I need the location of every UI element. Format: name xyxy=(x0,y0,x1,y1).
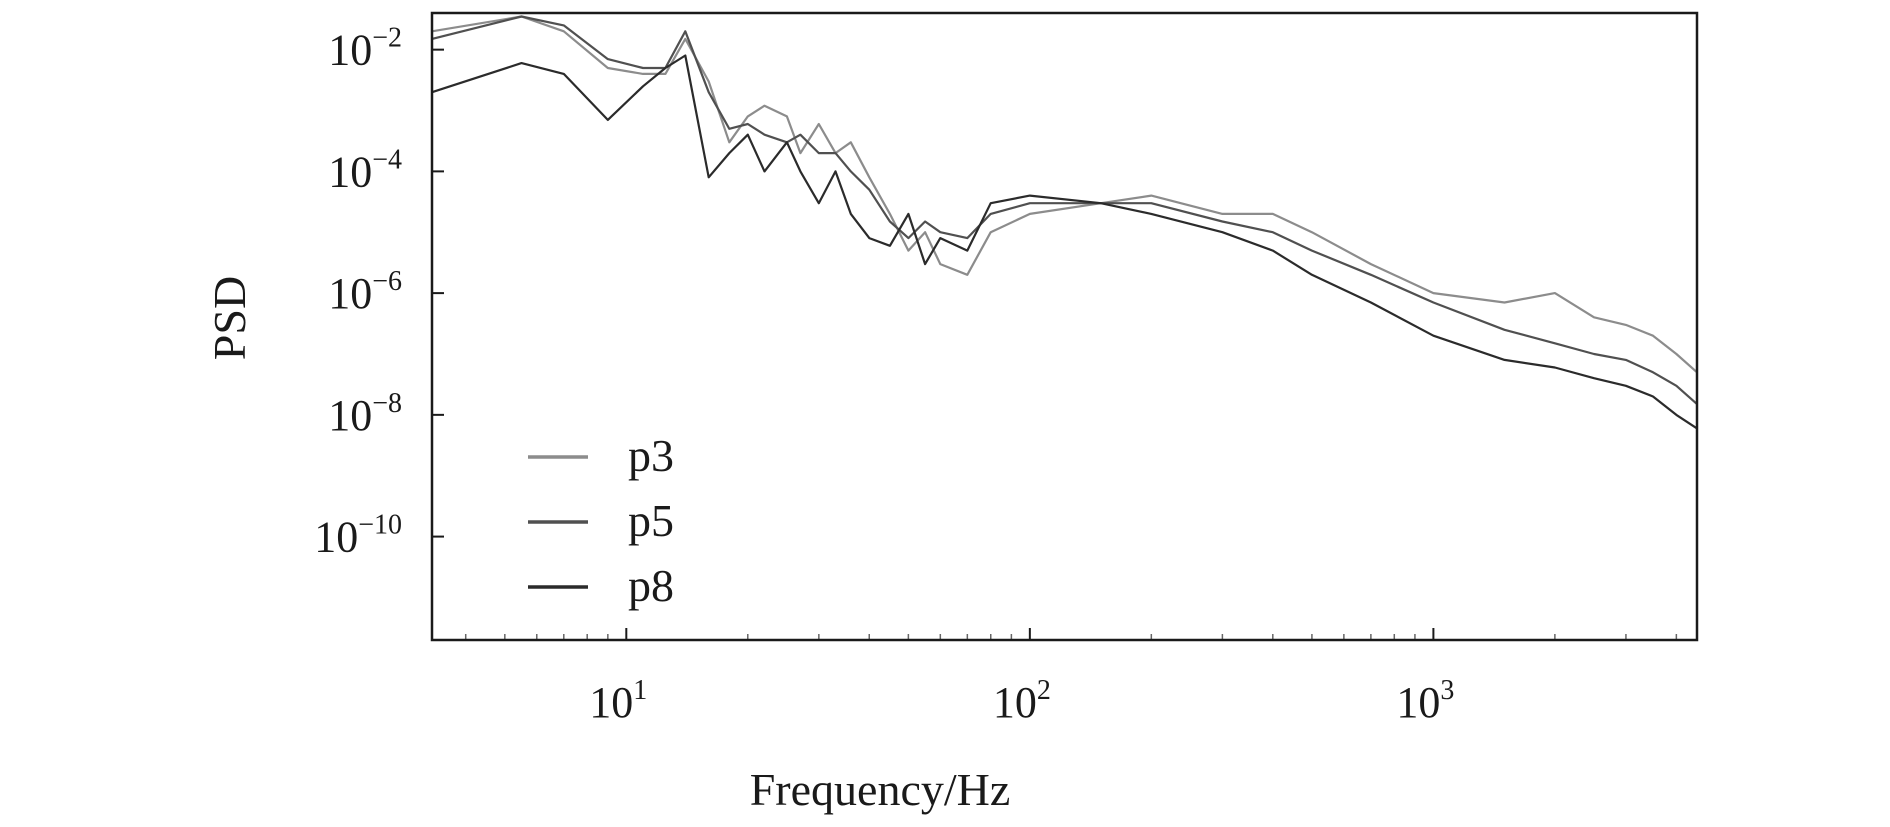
legend-label-p3: p3 xyxy=(628,430,674,481)
series-line-p3 xyxy=(431,15,1698,374)
y-tick-label: 10−8 xyxy=(328,388,402,440)
y-tick-label: 10−2 xyxy=(328,23,402,75)
legend-label-p5: p5 xyxy=(628,495,674,546)
legend-label-p8: p8 xyxy=(628,560,674,611)
series-line-p8 xyxy=(431,54,1698,430)
series-line-p5 xyxy=(431,15,1698,405)
y-tick-label: 10−4 xyxy=(328,144,402,196)
x-tick-label: 101 xyxy=(589,675,647,727)
legend: p3 p5 p8 xyxy=(528,430,674,611)
x-tick-label: 103 xyxy=(1396,675,1454,727)
x-axis-label: Frequency/Hz xyxy=(750,764,1011,815)
y-axis-label: PSD xyxy=(204,276,255,360)
y-tick-label: 10−10 xyxy=(314,510,402,562)
y-tick-label: 10−6 xyxy=(328,266,402,318)
tick-layer: 101 102 103 10−2 10−4 10−6 10−8 10−10 xyxy=(314,23,1454,727)
x-tick-label: 102 xyxy=(993,675,1051,727)
series-layer xyxy=(431,15,1698,430)
plot-frame xyxy=(430,11,1699,642)
